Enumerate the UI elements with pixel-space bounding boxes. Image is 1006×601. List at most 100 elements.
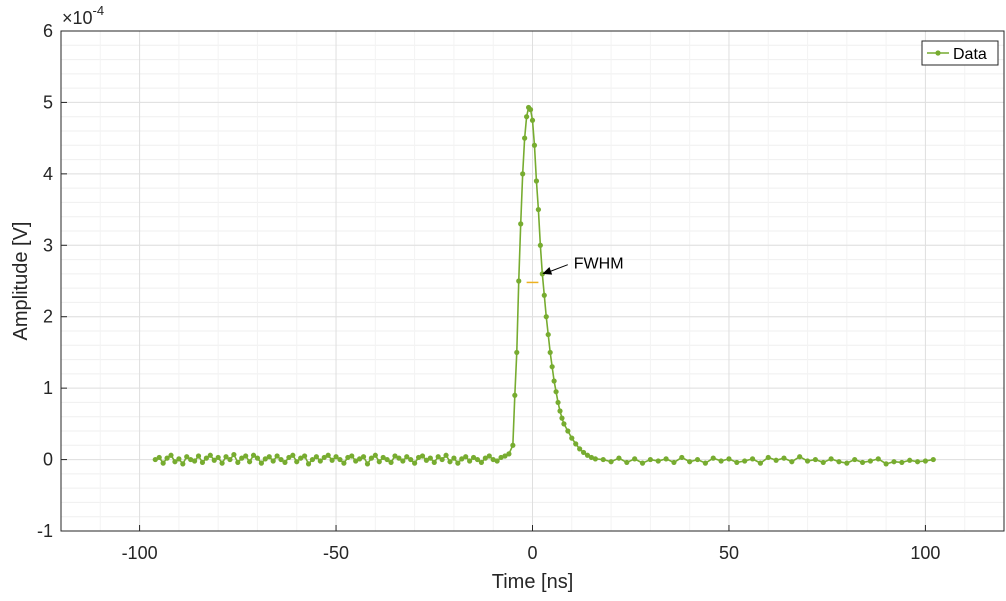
data-point xyxy=(412,460,418,466)
data-point xyxy=(486,453,492,459)
data-point xyxy=(883,461,889,467)
data-point xyxy=(313,454,319,460)
data-point xyxy=(309,456,316,463)
data-point xyxy=(820,459,826,466)
data-point xyxy=(494,458,500,464)
y-tick-label: 6 xyxy=(43,21,53,41)
data-point xyxy=(333,454,339,460)
data-point xyxy=(353,458,359,464)
data-point xyxy=(852,456,858,463)
data-point xyxy=(474,456,481,463)
data-point xyxy=(447,459,453,465)
data-point xyxy=(543,314,549,320)
data-point xyxy=(734,459,740,466)
data-point xyxy=(364,461,371,467)
data-point xyxy=(455,460,461,466)
data-point xyxy=(199,459,206,466)
data-point xyxy=(317,458,323,464)
y-tick-label: 1 xyxy=(43,378,53,398)
data-point xyxy=(164,455,170,461)
data-point xyxy=(506,451,512,457)
data-point xyxy=(555,399,561,406)
data-point xyxy=(512,392,518,398)
data-point xyxy=(516,278,522,284)
data-point xyxy=(573,441,579,447)
data-point xyxy=(565,428,571,434)
data-point xyxy=(608,459,614,465)
data-point xyxy=(522,135,528,141)
x-tick-label: -50 xyxy=(323,543,349,563)
data-point xyxy=(647,456,653,463)
data-point xyxy=(404,454,410,460)
data-point xyxy=(439,456,445,463)
data-point xyxy=(215,454,221,461)
data-point xyxy=(349,453,355,459)
data-point xyxy=(551,378,557,384)
data-point xyxy=(286,454,292,461)
data-point xyxy=(278,456,284,463)
data-point xyxy=(231,451,237,458)
data-point xyxy=(687,459,693,465)
data-point xyxy=(274,453,280,459)
data-point xyxy=(227,456,233,463)
data-point xyxy=(384,456,390,463)
data-point xyxy=(527,106,534,113)
data-point xyxy=(561,421,567,427)
y-tick-label: 5 xyxy=(43,92,53,112)
data-point xyxy=(321,454,327,461)
data-point xyxy=(545,331,551,338)
data-point xyxy=(891,459,897,465)
data-point xyxy=(914,459,921,465)
series-data xyxy=(152,104,936,467)
data-point xyxy=(529,117,536,123)
data-point xyxy=(282,459,288,466)
data-point xyxy=(749,456,756,462)
data-point xyxy=(757,460,763,466)
y-axis-exponent-power: -4 xyxy=(93,3,105,18)
data-point xyxy=(168,452,174,458)
data-point xyxy=(694,456,701,463)
data-point xyxy=(557,408,563,414)
data-point xyxy=(520,171,526,177)
data-point xyxy=(262,456,268,462)
data-point xyxy=(584,452,591,458)
data-point xyxy=(498,454,504,461)
data-point xyxy=(569,435,575,441)
data-point xyxy=(419,453,426,459)
data-point xyxy=(360,454,367,460)
data-point xyxy=(765,454,771,461)
data-point xyxy=(514,349,520,356)
data-point xyxy=(535,206,541,213)
data-point xyxy=(392,453,398,459)
data-point xyxy=(789,459,795,465)
data-point xyxy=(423,457,430,463)
data-point xyxy=(679,454,685,461)
y-tick-label: 2 xyxy=(43,307,53,327)
data-point xyxy=(408,456,414,463)
data-point xyxy=(490,456,496,463)
data-point xyxy=(160,460,166,466)
data-point xyxy=(372,452,378,458)
data-point xyxy=(580,449,587,456)
data-point xyxy=(482,455,488,461)
data-point xyxy=(702,460,708,466)
data-point xyxy=(305,461,312,467)
data-point xyxy=(203,455,209,461)
data-point xyxy=(828,456,834,462)
data-point xyxy=(875,456,881,462)
data-point xyxy=(191,458,198,464)
x-tick-label: 0 xyxy=(527,543,537,563)
data-point xyxy=(922,458,929,464)
data-point xyxy=(380,454,386,461)
data-point xyxy=(325,452,331,458)
data-point xyxy=(478,459,485,466)
x-tick-label: 100 xyxy=(910,543,940,563)
data-point xyxy=(400,458,406,464)
data-point xyxy=(290,452,296,458)
data-point xyxy=(435,454,441,460)
data-point xyxy=(184,454,190,460)
data-point xyxy=(427,455,433,461)
data-point xyxy=(836,459,842,465)
